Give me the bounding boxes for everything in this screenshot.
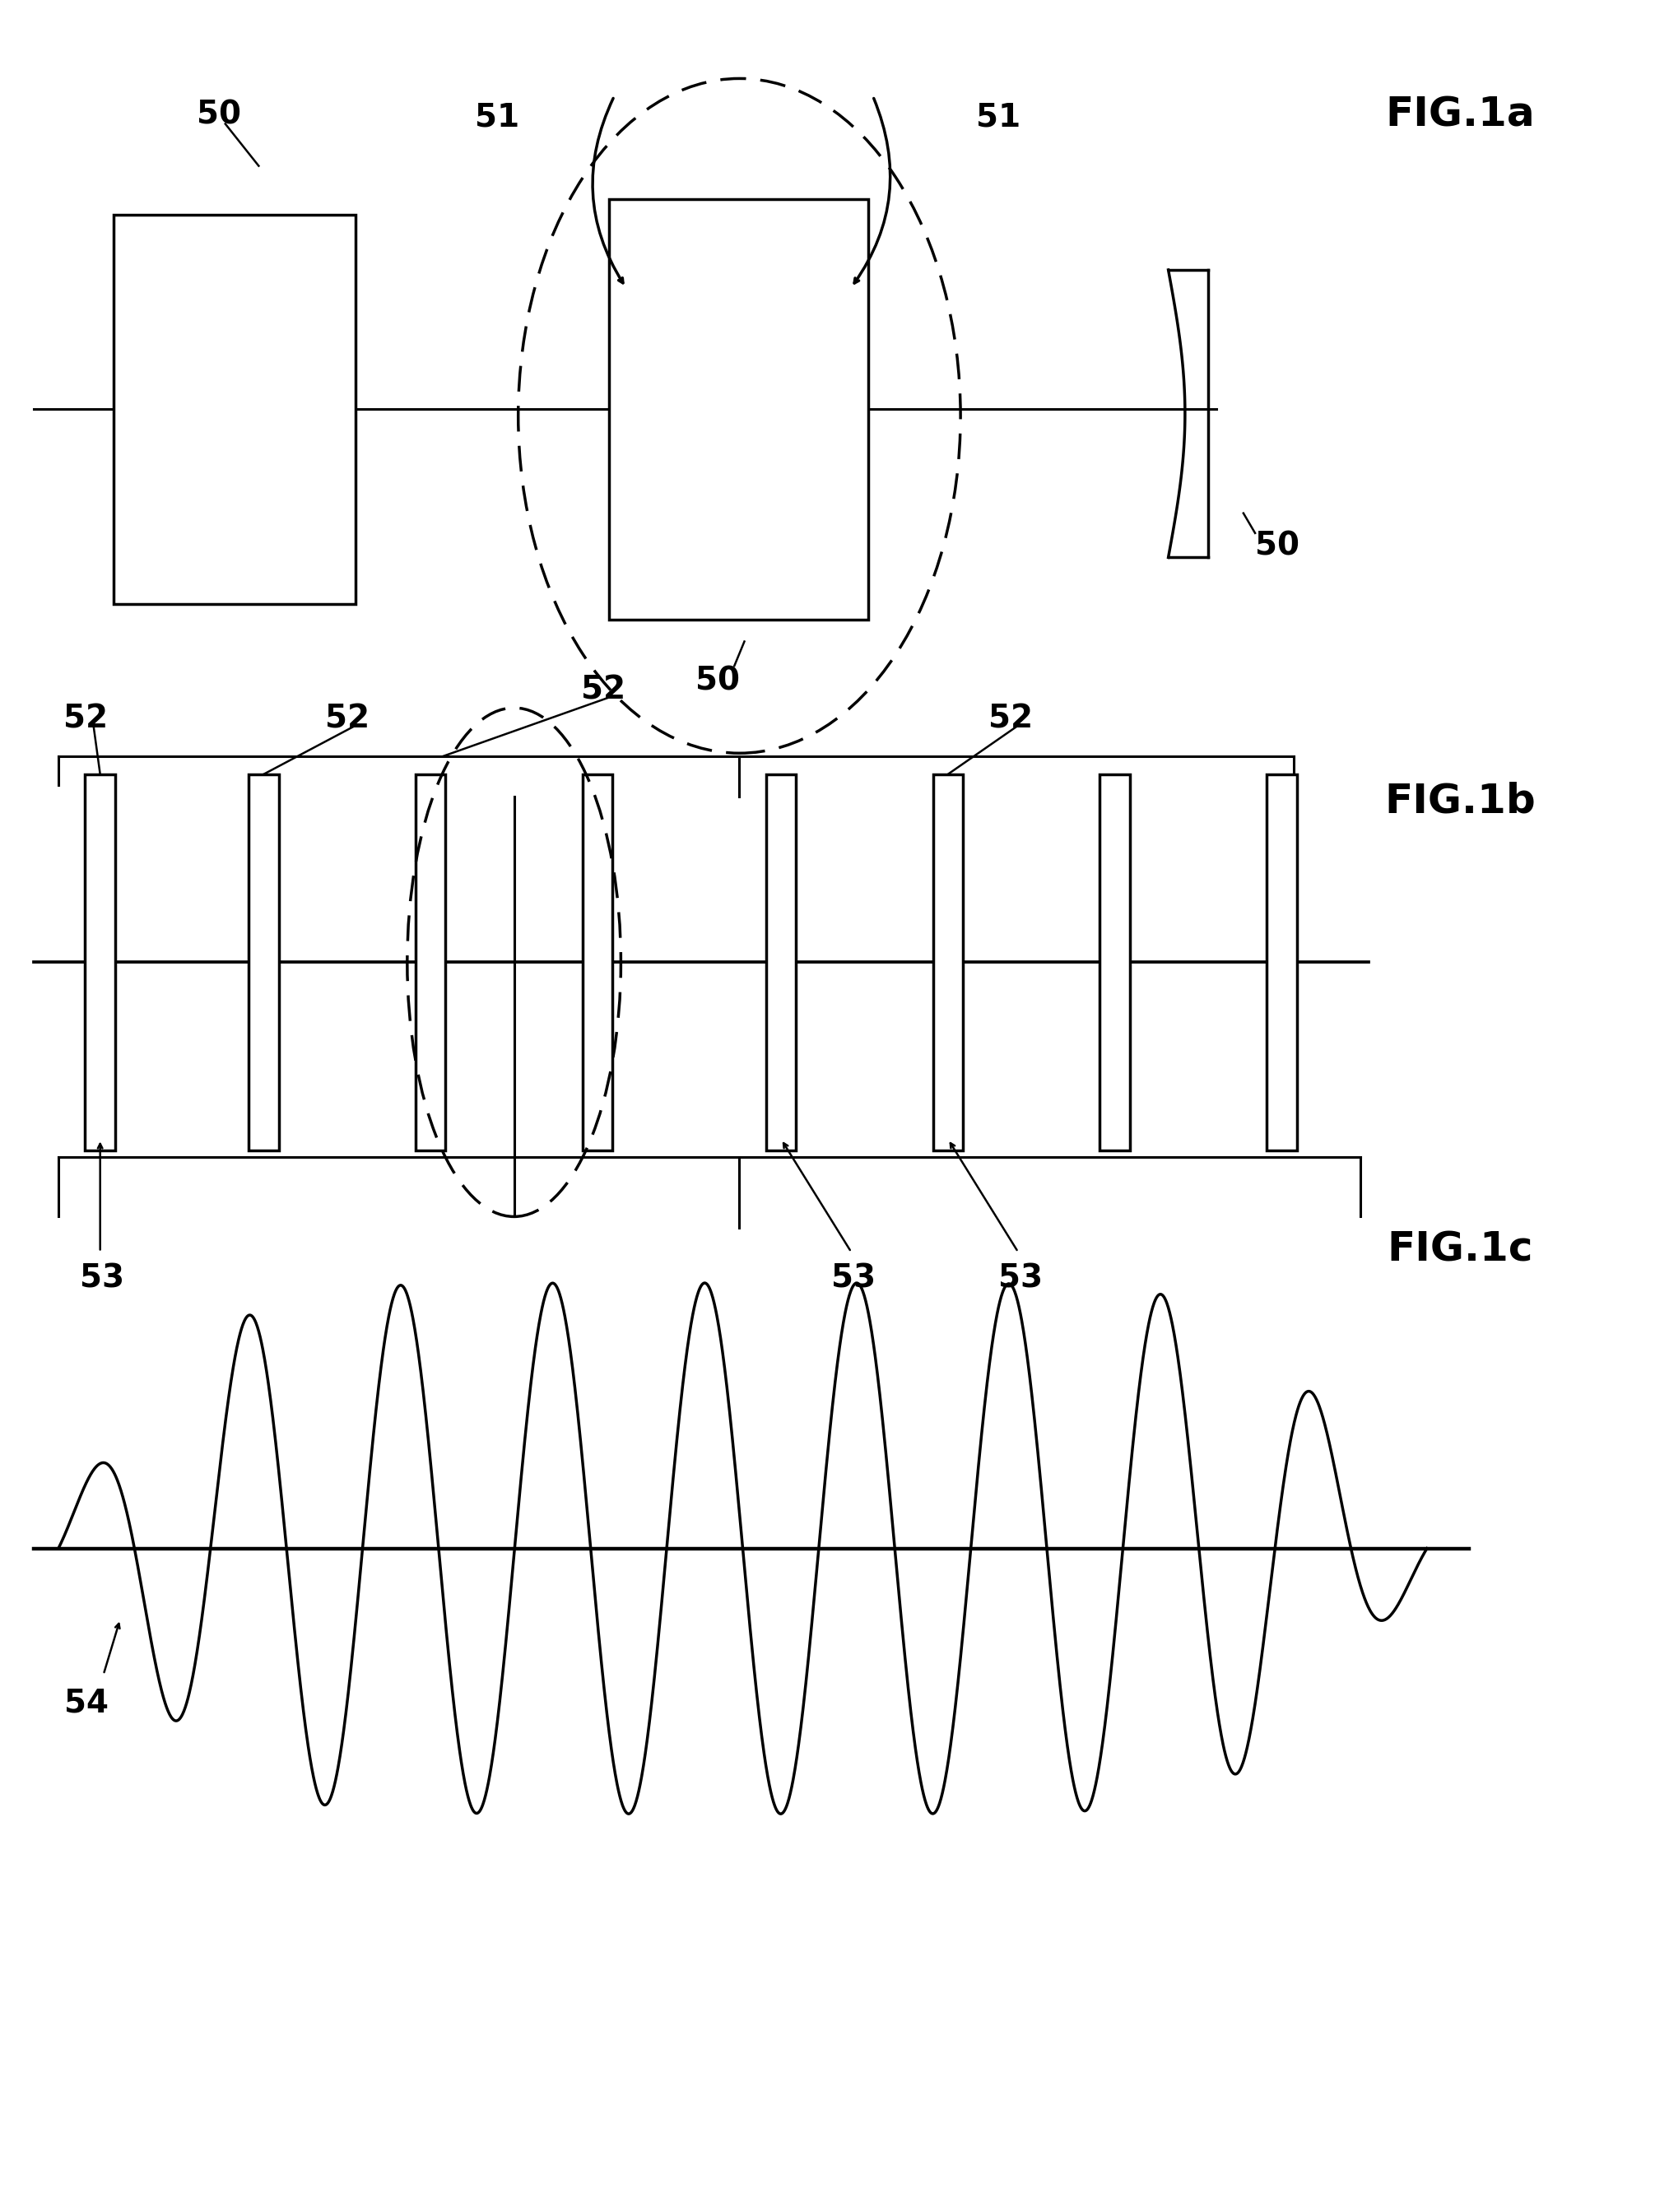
Bar bbox=[249, 774, 279, 1150]
Bar bbox=[609, 199, 868, 619]
Text: 54: 54 bbox=[65, 1688, 108, 1719]
Text: 53: 53 bbox=[998, 1263, 1043, 1294]
Text: 51: 51 bbox=[476, 102, 519, 133]
Bar bbox=[113, 215, 355, 604]
Text: FIG.1b: FIG.1b bbox=[1385, 781, 1535, 821]
Polygon shape bbox=[1168, 270, 1208, 557]
Text: 50: 50 bbox=[197, 100, 242, 131]
Bar bbox=[1100, 774, 1130, 1150]
Text: 50: 50 bbox=[696, 666, 739, 697]
Bar bbox=[766, 774, 796, 1150]
Bar bbox=[933, 774, 963, 1150]
Text: FIG.1a: FIG.1a bbox=[1385, 95, 1535, 135]
Bar bbox=[85, 774, 115, 1150]
Bar bbox=[1267, 774, 1297, 1150]
Text: 52: 52 bbox=[988, 703, 1033, 734]
Text: 51: 51 bbox=[976, 102, 1020, 133]
Text: 52: 52 bbox=[63, 703, 108, 734]
Text: 52: 52 bbox=[581, 675, 626, 706]
Bar bbox=[416, 774, 446, 1150]
Text: 50: 50 bbox=[1255, 531, 1300, 562]
Text: FIG.1c: FIG.1c bbox=[1387, 1230, 1534, 1270]
Text: 53: 53 bbox=[80, 1263, 125, 1294]
Text: 52: 52 bbox=[325, 703, 371, 734]
Text: 53: 53 bbox=[831, 1263, 876, 1294]
Bar bbox=[582, 774, 613, 1150]
